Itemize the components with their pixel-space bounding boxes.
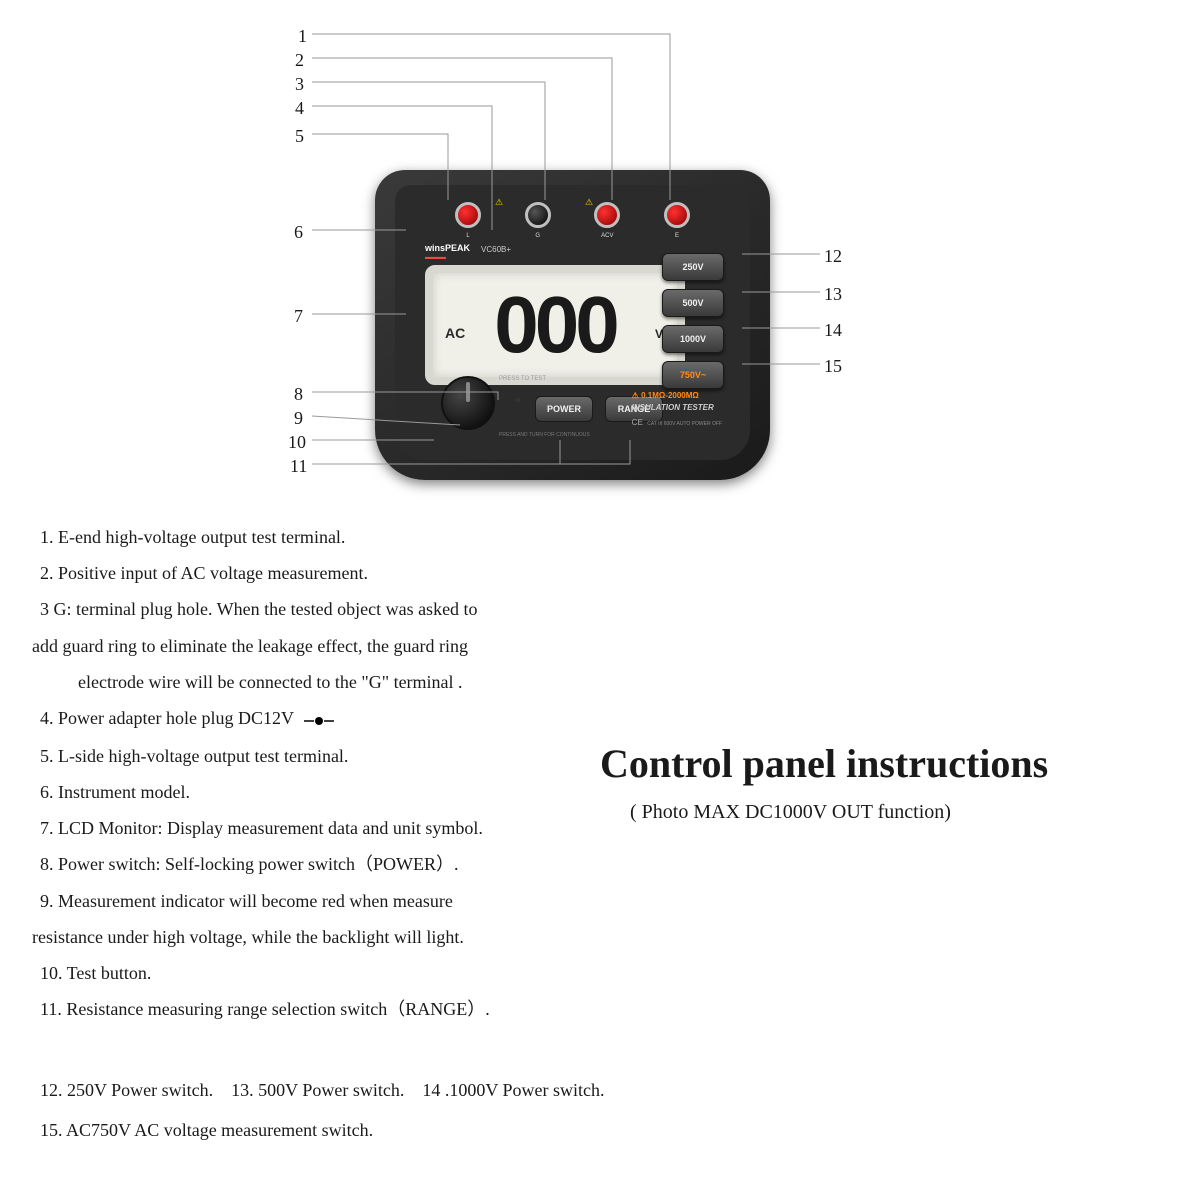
terminal-acv-label: ACV xyxy=(601,233,613,239)
warning-icon: ⚠ xyxy=(495,197,503,208)
callout-1: 1 xyxy=(298,26,307,47)
desc-line-12: 10. Test button. xyxy=(40,956,620,990)
callout-9: 9 xyxy=(294,408,303,429)
lcd-screen: AC 000 V xyxy=(425,265,685,385)
callout-10: 10 xyxy=(288,432,306,453)
lcd-digits: 000 xyxy=(494,279,615,371)
desc-line-1: 2. Positive input of AC voltage measurem… xyxy=(40,556,620,590)
callout-8: 8 xyxy=(294,384,303,405)
test-knob[interactable] xyxy=(441,376,495,430)
measurement-indicator xyxy=(515,398,521,402)
desc-15: 15. AC750V AC voltage measurement switch… xyxy=(40,1120,373,1141)
callout-3: 3 xyxy=(295,74,304,95)
press-continuous-label: PRESS AND TURN FOR CONTINUOUS xyxy=(499,432,590,438)
terminal-row: L ⚠ G ⚠ ACV E xyxy=(455,197,690,233)
callout-2: 2 xyxy=(295,50,304,71)
btn-250v[interactable]: 250V xyxy=(662,253,724,281)
brand-underline: ▬▬▬ xyxy=(425,254,446,261)
terminal-l-label: L xyxy=(466,233,469,239)
desc-line-11: resistance under high voltage, while the… xyxy=(32,920,620,954)
terminal-acv: ACV xyxy=(594,202,620,228)
desc-13: 13. 500V Power switch. xyxy=(231,1080,404,1101)
desc-14: 14 .1000V Power switch. xyxy=(422,1080,604,1101)
desc-line-9: 8. Power switch: Self-locking power swit… xyxy=(40,847,620,881)
callout-12: 12 xyxy=(824,246,842,267)
callout-5: 5 xyxy=(295,126,304,147)
lcd-ac-label: AC xyxy=(445,325,465,341)
title-block: Control panel instructions ( Photo MAX D… xyxy=(600,740,1048,824)
desc-line-4: electrode wire will be connected to the … xyxy=(40,665,620,699)
desc-line-10: 9. Measurement indicator will become red… xyxy=(40,884,620,918)
desc-line-0: 1. E-end high-voltage output test termin… xyxy=(40,520,620,554)
insulation-tester-label: INSULATION TESTER xyxy=(632,403,722,412)
desc-line-13: 11. Resistance measuring range selection… xyxy=(40,992,620,1026)
press-to-test-label: PRESS TO TEST xyxy=(499,376,546,382)
btn-1000v[interactable]: 1000V xyxy=(662,325,724,353)
terminal-g-label: G xyxy=(535,233,540,239)
callout-14: 14 xyxy=(824,320,842,341)
model-label: VC60B+ xyxy=(481,245,511,254)
warning-icon: ⚠ xyxy=(585,197,593,208)
terminal-l: L xyxy=(455,202,481,228)
callout-6: 6 xyxy=(294,222,303,243)
device-body: L ⚠ G ⚠ ACV E winsPEAK ▬▬▬ VC60B+ AC 000… xyxy=(375,170,770,480)
ce-mark: CE xyxy=(632,418,643,427)
device-info-block: ⚠ 0.1MΩ-2000MΩ INSULATION TESTER CE CAT … xyxy=(632,385,722,430)
dc-plug-icon xyxy=(304,703,334,737)
callout-15: 15 xyxy=(824,356,842,377)
resistance-range-label: 0.1MΩ-2000MΩ xyxy=(641,391,699,400)
desc-line-6: 5. L-side high-voltage output test termi… xyxy=(40,739,620,773)
brand-label: winsPEAK xyxy=(425,243,470,253)
callout-7: 7 xyxy=(294,306,303,327)
cat-rating-label: CAT III 600V AUTO POWER OFF xyxy=(647,421,722,427)
device-face: L ⚠ G ⚠ ACV E winsPEAK ▬▬▬ VC60B+ AC 000… xyxy=(395,185,750,460)
side-button-column: 250V 500V 1000V 750V~ xyxy=(662,253,724,389)
callout-13: 13 xyxy=(824,284,842,305)
terminal-g: G xyxy=(525,202,551,228)
description-row-12-14: 12. 250V Power switch. 13. 500V Power sw… xyxy=(40,1080,605,1101)
callout-11: 11 xyxy=(290,456,307,477)
desc-line-2: 3 G: terminal plug hole. When the tested… xyxy=(40,592,620,626)
callout-4: 4 xyxy=(295,98,304,119)
desc-line-3: add guard ring to eliminate the leakage … xyxy=(32,629,620,663)
title-main: Control panel instructions xyxy=(600,740,1048,787)
desc-line-7: 6. Instrument model. xyxy=(40,775,620,809)
power-button[interactable]: POWER xyxy=(535,396,593,422)
terminal-e: E xyxy=(664,202,690,228)
desc-line-8: 7. LCD Monitor: Display measurement data… xyxy=(40,811,620,845)
btn-500v[interactable]: 500V xyxy=(662,289,724,317)
desc-line-5: 4. Power adapter hole plug DC12V xyxy=(40,701,620,737)
warning-icon: ⚠ xyxy=(632,391,641,400)
title-sub: ( Photo MAX DC1000V OUT function) xyxy=(630,801,1048,824)
description-list: 1. E-end high-voltage output test termin… xyxy=(40,520,620,1028)
terminal-e-label: E xyxy=(675,233,679,239)
desc-12: 12. 250V Power switch. xyxy=(40,1080,213,1101)
